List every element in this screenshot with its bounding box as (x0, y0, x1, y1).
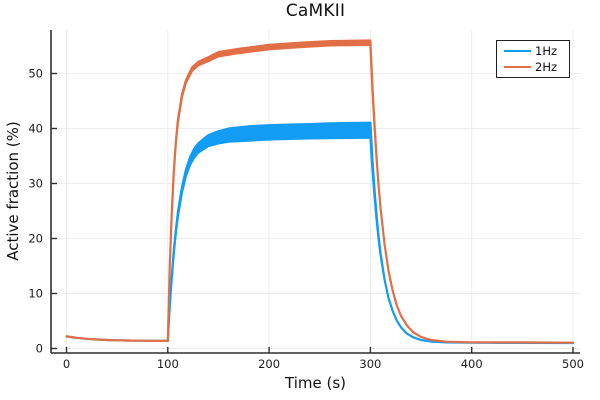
y-tick-label: 10 (28, 287, 43, 301)
x-tick-label: 100 (157, 357, 179, 371)
series-2Hz (65, 39, 575, 344)
x-tick-label: 500 (562, 357, 584, 371)
legend-label: 2Hz (535, 59, 558, 74)
legend-label: 1Hz (535, 43, 558, 58)
y-tick-label: 20 (28, 232, 43, 246)
y-tick-label: 50 (28, 67, 43, 81)
x-tick-label: 400 (461, 357, 483, 371)
y-axis-label: Active fraction (%) (4, 121, 22, 261)
x-axis-label: Time (s) (285, 374, 346, 392)
legend-line-swatch (504, 50, 531, 52)
series-1Hz (65, 121, 575, 345)
legend-line-swatch (504, 66, 531, 68)
y-tick-label: 30 (28, 177, 43, 191)
legend: 1Hz 2Hz (496, 40, 570, 78)
x-tick-label: 300 (359, 357, 381, 371)
x-tick-label: 0 (63, 357, 70, 371)
chart-title: CaMKII (285, 1, 346, 21)
legend-entry-1Hz: 1Hz (504, 43, 569, 58)
legend-entry-2Hz: 2Hz (504, 59, 569, 74)
y-tick-label: 0 (36, 342, 43, 356)
x-tick-label: 200 (258, 357, 280, 371)
y-tick-label: 40 (28, 122, 43, 136)
